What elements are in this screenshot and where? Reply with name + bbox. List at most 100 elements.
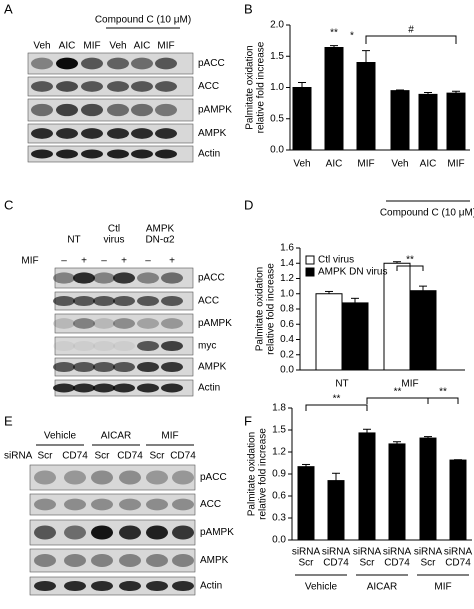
blot-band: [172, 554, 194, 567]
significance: *: [350, 31, 354, 42]
y-tick-label: 0.6: [280, 319, 294, 330]
blot-band: [146, 580, 168, 592]
y-axis-label: Palmitate oxidation: [245, 45, 256, 130]
bar: [419, 437, 437, 541]
band-label: pACC: [198, 273, 225, 284]
sign-label: +: [169, 256, 175, 267]
legend-label: Ctl virus: [318, 255, 354, 266]
x-tick-label: siRNA: [322, 547, 351, 558]
bar: [449, 459, 467, 541]
bar: [292, 87, 312, 151]
row-label: siRNA: [4, 451, 33, 462]
panel-letter: D: [244, 197, 253, 212]
x-tick-label: NT: [335, 379, 348, 390]
blot-band: [64, 580, 86, 592]
blot-band: [93, 340, 115, 352]
blot-band: [161, 272, 183, 284]
y-tick-label: 1.8: [272, 403, 286, 414]
blot-band: [146, 525, 168, 540]
significance: #: [408, 25, 414, 36]
blot-band: [91, 554, 113, 567]
legend-swatch: [305, 255, 315, 265]
header-label: virus: [103, 235, 124, 246]
blot-band: [107, 128, 129, 139]
blot-band: [81, 103, 103, 117]
legend-label: AMPK DN virus: [318, 267, 387, 278]
blot-band: [113, 383, 135, 393]
bar: [297, 466, 315, 541]
blot-band: [172, 498, 194, 511]
blot-band: [146, 554, 168, 567]
blot-band: [93, 295, 115, 307]
x-tick-label: MIF: [357, 159, 374, 170]
blot-band: [146, 498, 168, 511]
x-tick-label: MIF: [447, 159, 464, 170]
legend-swatch: [305, 267, 315, 277]
blot-band: [64, 498, 86, 511]
y-tick-label: 0.3: [272, 513, 286, 524]
significance: **: [439, 387, 447, 398]
blot-band: [53, 383, 75, 393]
group-label: Compound C (10 μM): [95, 15, 191, 26]
x-tick-label: Veh: [391, 159, 408, 170]
group-label: Vehicle: [305, 582, 338, 593]
panel-letter: C: [4, 197, 13, 212]
band-label: pAMPK: [200, 527, 234, 538]
blot-strip: [29, 548, 196, 573]
blot-band: [53, 340, 75, 352]
blot-band: [161, 340, 183, 352]
y-tick-label: 1.0: [270, 82, 284, 93]
significance: **: [330, 28, 338, 39]
blot-band: [53, 361, 75, 373]
blot-band: [161, 383, 183, 393]
blot-band: [73, 318, 95, 329]
blot-band: [131, 57, 153, 70]
blot-band: [137, 340, 159, 352]
x-tick-label: siRNA: [383, 547, 412, 558]
lane-label: CD74: [62, 451, 88, 462]
blot-band: [64, 470, 86, 485]
blot-band: [113, 272, 135, 284]
x-tick-label: Scr: [299, 558, 315, 569]
lane-label: Veh: [33, 41, 50, 52]
group-label: AICAR: [367, 582, 398, 593]
y-tick-label: 0.0: [270, 145, 284, 156]
blot-band: [113, 361, 135, 373]
blot-band: [34, 580, 56, 592]
blot-band: [91, 580, 113, 592]
lane-label: MIF: [157, 41, 174, 52]
blot-band: [56, 128, 78, 139]
row-label: MIF: [21, 256, 38, 267]
blot-band: [73, 361, 95, 373]
blot-band: [53, 318, 75, 329]
x-tick-label: siRNA: [292, 547, 321, 558]
x-tick-label: CD74: [323, 558, 349, 569]
blot-band: [56, 81, 78, 92]
blot-band: [34, 554, 56, 567]
blot-strip: [29, 493, 196, 516]
blot-band: [91, 498, 113, 511]
band-label: Actin: [198, 149, 220, 160]
header-label: NT: [67, 235, 80, 246]
blot-band: [81, 81, 103, 92]
blot-band: [73, 383, 95, 393]
bar: [446, 92, 466, 151]
blot-band: [119, 470, 141, 485]
lane-label: Scr: [38, 451, 54, 462]
blot-band: [73, 340, 95, 352]
bar: [324, 47, 344, 151]
blot-band: [119, 525, 141, 540]
panel-letter: B: [244, 1, 253, 16]
blot-band: [161, 361, 183, 373]
blot-band: [31, 128, 53, 139]
blot-band: [107, 81, 129, 92]
panel-letter: E: [4, 413, 13, 428]
y-axis-label: relative fold increase: [266, 263, 277, 355]
blot-band: [34, 470, 56, 485]
blot-band: [107, 103, 129, 117]
blot-band: [53, 272, 75, 284]
bar: [390, 90, 410, 151]
x-tick-label: AIC: [420, 159, 437, 170]
blot-band: [131, 81, 153, 92]
